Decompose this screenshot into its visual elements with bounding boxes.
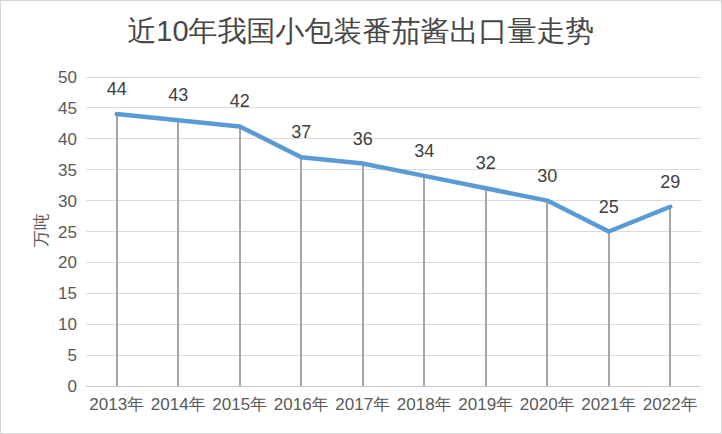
y-tick-label: 45 bbox=[58, 99, 77, 118]
y-tick-label: 0 bbox=[68, 377, 77, 396]
y-tick-label: 35 bbox=[58, 161, 77, 180]
data-label: 34 bbox=[414, 141, 434, 161]
data-label: 37 bbox=[291, 122, 311, 142]
data-label: 25 bbox=[599, 197, 619, 217]
line-plot-svg: 44 43 42 37 36 34 32 30 25 29 0 5 10 15 20 25 30 35 40 45 50… bbox=[1, 1, 722, 434]
data-label: 36 bbox=[353, 129, 373, 149]
chart-container: 近10年我国小包装番茄酱出口量走势 万吨 4443423736343230252… bbox=[0, 0, 722, 434]
data-label: 30 bbox=[537, 166, 557, 186]
y-tick-label: 5 bbox=[68, 346, 77, 365]
data-label: 32 bbox=[476, 153, 496, 173]
data-series-line bbox=[117, 114, 671, 231]
data-label: 43 bbox=[168, 85, 188, 105]
y-tick-label: 30 bbox=[58, 192, 77, 211]
y-tick-label: 15 bbox=[58, 284, 77, 303]
x-tick-label: 2019年 bbox=[458, 395, 513, 414]
y-tick-label: 40 bbox=[58, 130, 77, 149]
x-tick-label: 2013年 bbox=[89, 395, 144, 414]
x-tick-label: 2014年 bbox=[151, 395, 206, 414]
x-tick-label: 2018年 bbox=[397, 395, 452, 414]
y-tick-label: 20 bbox=[58, 253, 77, 272]
x-tick-label: 2015年 bbox=[212, 395, 267, 414]
y-tick-label: 10 bbox=[58, 315, 77, 334]
y-tick-label: 25 bbox=[58, 223, 77, 242]
y-tick-label: 50 bbox=[58, 68, 77, 87]
x-tick-label: 2021年 bbox=[581, 395, 636, 414]
x-tick-label: 2022年 bbox=[643, 395, 698, 414]
x-tick-label: 2020年 bbox=[520, 395, 575, 414]
data-label: 29 bbox=[660, 172, 680, 192]
x-tick-label: 2016年 bbox=[274, 395, 329, 414]
data-label: 44 bbox=[107, 79, 127, 99]
x-tick-label: 2017年 bbox=[335, 395, 390, 414]
data-label: 42 bbox=[230, 91, 250, 111]
